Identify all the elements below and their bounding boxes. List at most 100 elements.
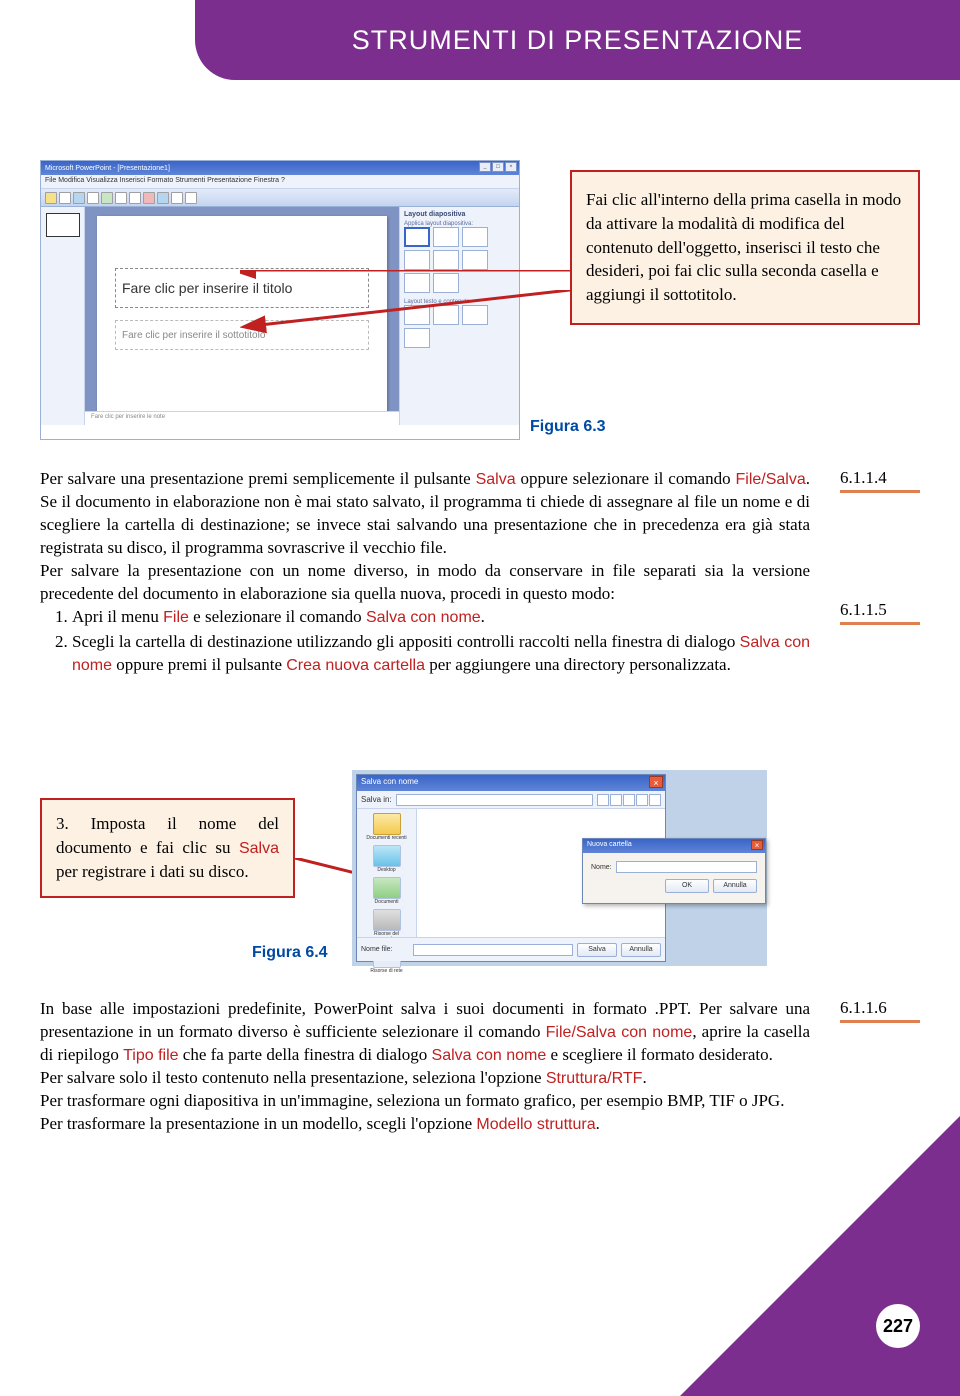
nf-title: Nuova cartella (587, 841, 632, 848)
text: Per salvare la presentazione con un nome… (40, 561, 810, 603)
dialog-titlebar: Salva con nome × (357, 775, 665, 791)
figure-6-3-row: Microsoft PowerPoint - [Presentazione1] … (40, 160, 920, 440)
chart-icon[interactable] (171, 192, 183, 204)
maximize-icon[interactable]: □ (492, 162, 504, 172)
layout-option[interactable] (404, 328, 430, 348)
text: . (642, 1068, 646, 1087)
desktop-icon (373, 845, 401, 867)
header-title: STRUMENTI DI PRESENTAZIONE (352, 25, 804, 56)
nf-body: Nome: OK Annulla (583, 853, 765, 897)
pp-notes-area[interactable]: Fare clic per inserire le note (85, 411, 399, 425)
slide-title-text: Fare clic per inserire il titolo (122, 280, 292, 296)
close-icon[interactable]: × (505, 162, 517, 172)
place-desktop[interactable]: Desktop (365, 845, 409, 873)
slide-subtitle-placeholder[interactable]: Fare clic per inserire il sottotitolo (115, 320, 369, 350)
place-documents[interactable]: Documenti (365, 877, 409, 905)
taskpane-title: Layout diapositiva (404, 211, 515, 218)
layout-option[interactable] (404, 305, 430, 325)
up-icon[interactable] (610, 794, 622, 806)
layout-option[interactable] (433, 227, 459, 247)
layout-option[interactable] (433, 273, 459, 293)
cut-icon[interactable] (101, 192, 113, 204)
print-icon[interactable] (87, 192, 99, 204)
pp-slide-area: Fare clic per inserire il titolo Fare cl… (85, 207, 399, 425)
cmd-salva-con-nome: Salva con nome (366, 609, 481, 626)
cmd-struttura-rtf: Struttura/RTF (546, 1070, 643, 1087)
dialog-footer: Nome file: Salva Annulla (357, 937, 665, 961)
list-item: Scegli la cartella di destinazione utili… (72, 631, 810, 677)
cmd-file-salva: File/Salva (736, 471, 806, 488)
callout-figure-6-4: 3. Imposta il nome del documento e fai c… (40, 798, 295, 898)
slide-thumb-1[interactable] (46, 213, 80, 237)
cmd-modello-struttura: Modello struttura (476, 1116, 595, 1133)
documents-icon (373, 877, 401, 899)
callout-text: Fai clic all'interno della prima casella… (586, 190, 901, 304)
page-number: 227 (876, 1304, 920, 1348)
layout-option[interactable] (462, 250, 488, 270)
open-icon[interactable] (59, 192, 71, 204)
new-icon[interactable] (45, 192, 57, 204)
pp-window-title: Microsoft PowerPoint - [Presentazione1] (45, 165, 170, 172)
close-icon[interactable]: × (751, 840, 763, 850)
pp-thumbnails (41, 207, 85, 425)
nf-name-input[interactable] (616, 861, 757, 873)
views-icon[interactable] (636, 794, 648, 806)
places-bar: Documenti recenti Desktop Documenti Riso… (357, 809, 417, 937)
text: Per salvare solo il testo contenuto nell… (40, 1068, 546, 1087)
layout-option[interactable] (433, 250, 459, 270)
cancel-button[interactable]: Annulla (621, 943, 661, 957)
layout-option[interactable] (404, 227, 430, 247)
cmd-salva: Salva (476, 471, 516, 488)
text: e scegliere il formato desiderato. (546, 1045, 773, 1064)
dialog-title: Salva con nome (361, 777, 418, 786)
callout-text: per registrare i dati su disco. (56, 862, 249, 881)
redo-icon[interactable] (157, 192, 169, 204)
minimize-icon[interactable]: _ (479, 162, 491, 172)
text: che fa parte della finestra di dialogo (179, 1045, 432, 1064)
copy-icon[interactable] (115, 192, 127, 204)
paragraph-2: In base alle impostazioni predefinite, P… (40, 998, 810, 1136)
computer-icon (373, 909, 401, 931)
save-button[interactable]: Salva (577, 943, 617, 957)
nf-cancel-button[interactable]: Annulla (713, 879, 757, 893)
layout-grid (404, 227, 515, 293)
filename-input[interactable] (413, 944, 573, 956)
paragraph-1: Per salvare una presentazione premi semp… (40, 468, 810, 678)
save-icon[interactable] (73, 192, 85, 204)
back-icon[interactable] (597, 794, 609, 806)
layout-option[interactable] (433, 305, 459, 325)
nf-name-label: Nome: (591, 864, 612, 871)
nf-titlebar: Nuova cartella × (583, 839, 765, 853)
figure-6-4-row: 3. Imposta il nome del documento e fai c… (40, 770, 760, 970)
layout-option[interactable] (404, 273, 430, 293)
text: . (596, 1114, 600, 1133)
layout-option[interactable] (462, 227, 488, 247)
text: Per trasformare ogni diapositiva in un'i… (40, 1091, 784, 1110)
table-icon[interactable] (185, 192, 197, 204)
page-corner-triangle (680, 1116, 960, 1396)
layout-option[interactable] (404, 250, 430, 270)
undo-icon[interactable] (143, 192, 155, 204)
newfolder-icon[interactable] (623, 794, 635, 806)
layout-option[interactable] (462, 305, 488, 325)
cmd-crea-cartella: Crea nuova cartella (286, 657, 425, 674)
recent-icon (373, 813, 401, 835)
place-recent[interactable]: Documenti recenti (365, 813, 409, 841)
new-folder-dialog: Nuova cartella × Nome: OK Annulla (582, 838, 766, 904)
cmd-salva: Salva (239, 840, 279, 857)
lookin-combo[interactable] (396, 794, 593, 806)
filename-label: Nome file: (361, 946, 409, 953)
paste-icon[interactable] (129, 192, 141, 204)
section-ref-6-1-1-4: 6.1.1.4 (840, 468, 920, 493)
layout-grid-2 (404, 305, 515, 348)
slide-title-placeholder[interactable]: Fare clic per inserire il titolo (115, 268, 369, 308)
close-icon[interactable]: × (649, 776, 663, 788)
pp-taskpane: Layout diapositiva Applica layout diapos… (399, 207, 519, 425)
nf-ok-button[interactable]: OK (665, 879, 709, 893)
text: Per salvare una presentazione premi semp… (40, 469, 476, 488)
tools-icon[interactable] (649, 794, 661, 806)
pp-menubar[interactable]: File Modifica Visualizza Inserisci Forma… (41, 175, 519, 189)
cmd-file: File (163, 609, 189, 626)
pp-window-buttons: _ □ × (479, 162, 517, 172)
cmd-salva-con-nome: Salva con nome (432, 1047, 547, 1064)
